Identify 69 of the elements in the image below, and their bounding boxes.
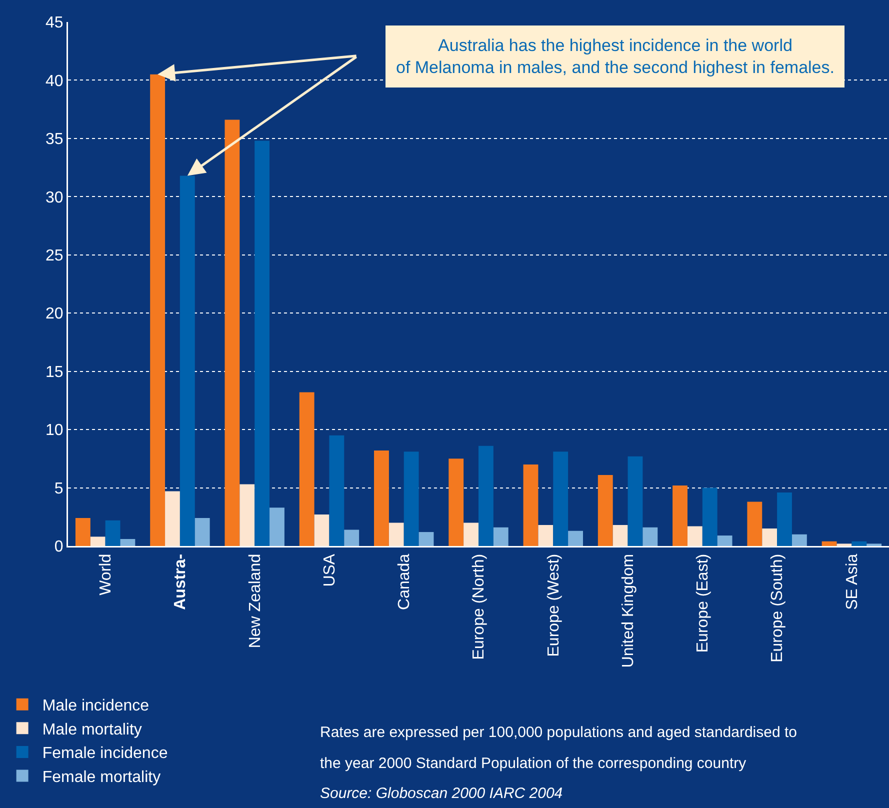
bar (105, 520, 120, 546)
y-tick-label: 30 (46, 189, 64, 206)
bar (448, 458, 464, 546)
bar (165, 491, 180, 546)
bar (747, 502, 762, 546)
x-tick-label: USA (321, 554, 338, 587)
bar (822, 541, 837, 546)
bar (642, 527, 658, 546)
bar (240, 484, 255, 546)
bar (598, 474, 613, 546)
bar (224, 120, 240, 546)
legend-label: Male mortality (42, 721, 142, 738)
annotation: Australia has the highest incidence in the world of Melanoma in males, and the second highest in females. (396, 36, 834, 78)
x-tick-label: World (98, 554, 115, 596)
bar (329, 435, 344, 546)
bar (762, 528, 778, 546)
bar (344, 530, 360, 546)
bar (702, 488, 718, 546)
bar (852, 541, 867, 546)
bar (254, 140, 270, 546)
bar (493, 527, 508, 546)
x-tick-label: Europe (South) (769, 554, 786, 662)
bar (314, 514, 330, 546)
bar (464, 522, 478, 546)
y-tick-label: 15 (46, 364, 64, 381)
bar (612, 525, 628, 546)
bar (75, 518, 90, 546)
x-tick-label: SE Asia (844, 554, 861, 610)
legend-label: Male incidence (42, 698, 150, 715)
bar (418, 532, 434, 546)
bar (270, 508, 284, 546)
y-tick-label: 40 (46, 72, 64, 90)
y-tick-label: 5 (54, 480, 64, 498)
y-tick-label: 10 (46, 422, 64, 440)
y-tick-label: 0 (54, 538, 64, 556)
bar (194, 518, 210, 546)
y-tick-label: 25 (46, 247, 64, 264)
x-tick-label: Europe (East) (694, 554, 712, 653)
y-tick-label: 35 (46, 131, 64, 148)
bar (374, 450, 389, 546)
bar (672, 485, 688, 546)
x-tick-label: United Kingdom (620, 554, 637, 668)
bar (299, 392, 314, 546)
source-note: Source: Globoscan 2000 IARC 2004 (320, 785, 563, 802)
bar (628, 456, 643, 546)
y-tick-label: 45 (46, 14, 64, 32)
bar (478, 446, 494, 546)
bar (717, 536, 732, 546)
legend-label: Female incidence (42, 745, 168, 762)
bar (120, 539, 136, 546)
bar (553, 452, 568, 546)
bar (568, 530, 583, 546)
text: the year 2000 Standard Population of the corresponding country (320, 755, 747, 772)
bar (777, 492, 792, 546)
legend-label: Female mortality (42, 769, 161, 786)
text: Rates are expressed per 100,000 populations and aged standardised to (320, 724, 798, 741)
x-tick-label: Europe (West) (545, 554, 562, 657)
bar (687, 526, 702, 546)
x-tick-label: New Zealand (246, 554, 264, 648)
bar (792, 534, 807, 546)
x-tick-label: Austra- (172, 554, 190, 610)
x-tick-label: Europe (North) (470, 554, 488, 660)
y-tick-label: 20 (46, 306, 64, 323)
x-tick-label: Canada (396, 554, 414, 610)
bar (538, 525, 554, 546)
bar (90, 536, 106, 546)
bar (523, 464, 538, 546)
bar (404, 452, 419, 546)
bar (388, 522, 404, 546)
